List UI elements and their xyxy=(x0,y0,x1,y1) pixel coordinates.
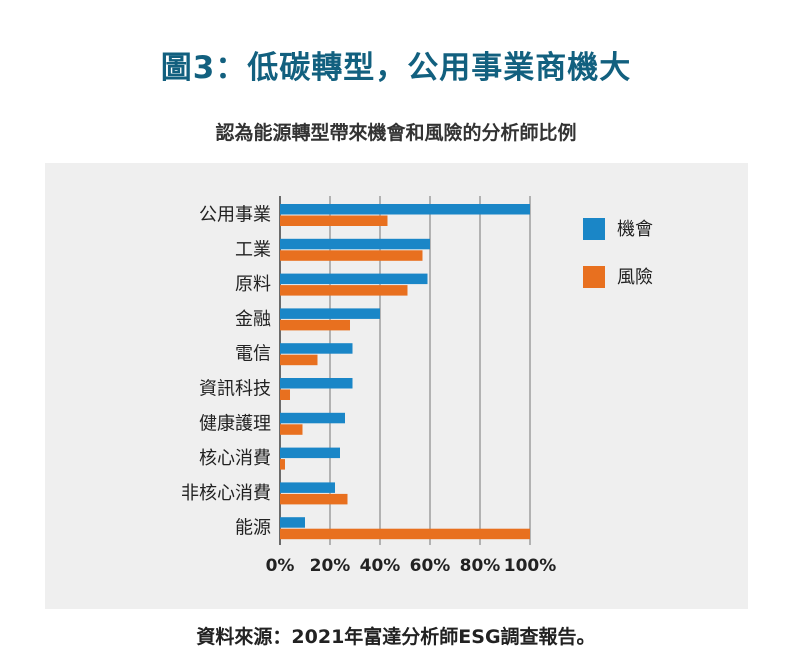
legend-swatch xyxy=(583,218,605,240)
category-label: 工業 xyxy=(235,239,271,260)
bar-opportunity xyxy=(280,238,430,250)
category-label: 健康護理 xyxy=(199,413,271,434)
chart-title: 圖3：低碳轉型，公用事業商機大 xyxy=(160,50,632,86)
bar-risk xyxy=(280,459,285,470)
bar-risk xyxy=(280,250,423,261)
category-label: 非核心消費 xyxy=(181,483,271,504)
bar-risk xyxy=(280,215,388,226)
category-label: 公用事業 xyxy=(199,205,271,226)
legend-label: 機會 xyxy=(617,219,653,240)
category-label: 金融 xyxy=(235,309,271,330)
bar-opportunity xyxy=(280,378,353,389)
bar-opportunity xyxy=(280,343,353,354)
x-tick-label: 80% xyxy=(460,556,501,576)
bar-opportunity xyxy=(280,273,428,285)
bar-risk xyxy=(280,493,348,505)
bar-opportunity xyxy=(280,204,530,215)
legend-label: 風險 xyxy=(617,267,653,288)
bars xyxy=(280,204,530,540)
bar-risk xyxy=(280,528,530,540)
category-label: 原料 xyxy=(235,274,271,295)
bar-risk xyxy=(280,389,290,400)
category-label: 能源 xyxy=(235,518,271,539)
bar-opportunity xyxy=(280,308,380,319)
x-tick-label: 0% xyxy=(266,556,295,576)
x-axis-ticks: 0% 20% 40% 60% 80% 100% xyxy=(266,556,557,576)
bar-risk xyxy=(280,354,318,366)
bar-risk xyxy=(280,424,303,435)
chart-subtitle: 認為能源轉型帶來機會和風險的分析師比例 xyxy=(215,122,577,144)
bar-opportunity xyxy=(280,482,335,493)
bar-risk xyxy=(280,319,350,331)
legend-swatch xyxy=(583,266,605,288)
bar-risk xyxy=(280,285,408,296)
x-tick-label: 100% xyxy=(504,556,557,576)
category-label: 核心消費 xyxy=(199,448,271,469)
bar-opportunity xyxy=(280,517,305,528)
category-label: 電信 xyxy=(235,344,271,365)
x-tick-label: 40% xyxy=(360,556,401,576)
category-label: 資訊科技 xyxy=(199,379,271,400)
x-tick-label: 60% xyxy=(410,556,451,576)
bar-opportunity xyxy=(280,412,345,424)
bar-opportunity xyxy=(280,447,340,459)
x-tick-label: 20% xyxy=(310,556,351,576)
source-note: 資料來源：2021年富達分析師ESG調查報告。 xyxy=(196,626,596,648)
